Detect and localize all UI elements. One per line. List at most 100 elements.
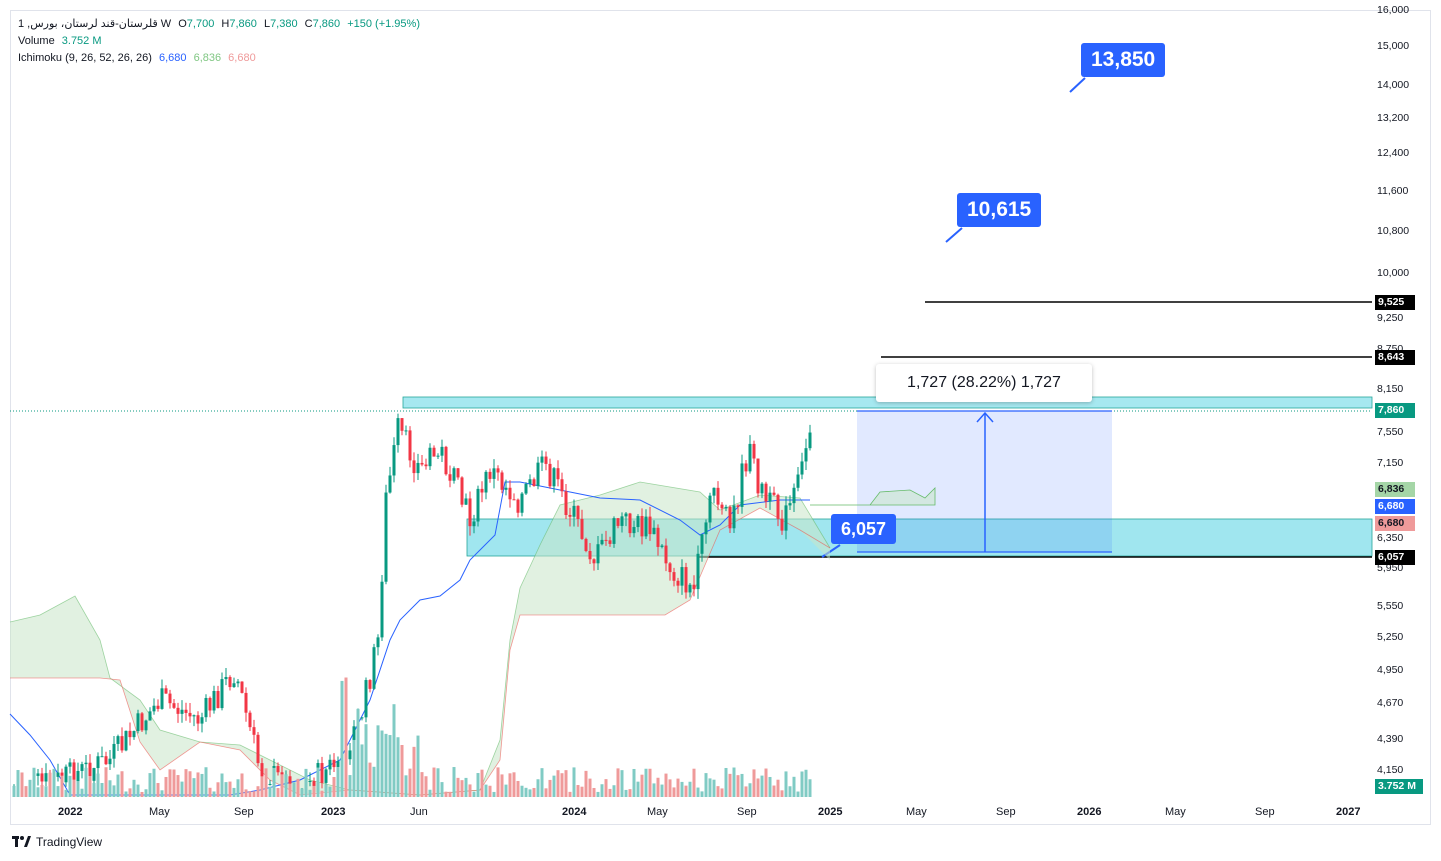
candle-body [136,713,140,732]
volume-bar [600,784,604,797]
price-tag-span-b[interactable]: 6,680 [1375,516,1415,531]
volume-bar [108,780,112,797]
volume-bar [292,782,296,797]
volume-value: 3.752 M [61,35,102,47]
volume-bar [576,785,580,797]
volume-bar [360,744,364,797]
candle-body [520,493,524,513]
candle-body [704,522,708,535]
candle-body [656,527,660,547]
candle-body [480,488,484,493]
volume-bar [12,785,16,797]
volume-bar [468,784,472,797]
target-1-badge[interactable]: 13,850 [1081,43,1166,77]
volume-bar [68,775,72,797]
ichimoku-span-b [10,507,831,796]
volume-bar [772,785,776,797]
volume-bar [620,770,624,797]
candle-body [72,762,76,789]
volume-bar [304,768,308,797]
candle-body [528,479,532,484]
candle-body [56,772,60,777]
target-2-badge[interactable]: 10,615 [957,193,1042,227]
candle-body [180,709,184,714]
price-tag-6057[interactable]: 6,057 [1375,550,1415,565]
volume-bar [232,787,236,797]
volume-bar [404,775,408,797]
ichimoku-base-line [9,481,810,796]
candle-body [488,471,492,479]
time-label: May [906,806,927,818]
price-axis-label: 13,200 [1377,112,1410,124]
volume-bar [244,789,248,797]
volume-bar [92,783,96,797]
candle-body [196,715,200,724]
volume-bar [760,775,764,797]
legend-row-symbol: 1 ,قلرستان-قند لرستان، بورس W O7,700 H7,… [18,17,420,31]
volume-bar [708,778,712,797]
volume-bar [472,791,476,797]
volume-bar [520,785,524,797]
legend-row-volume[interactable]: Volume 3.752 M [18,34,102,48]
candle-body [352,726,356,751]
support-badge[interactable]: 6,057 [831,514,897,544]
candle-body [256,734,260,764]
volume-bar [428,789,432,797]
symbol-name[interactable]: 1 ,قلرستان-قند لرستان، بورس W [18,18,172,30]
candle-body [500,472,504,490]
volume-bar [20,772,24,797]
candle-body [708,495,712,523]
candle-body [308,780,312,782]
volume-bar [80,788,84,797]
volume-bars [12,677,812,797]
candle-body [80,764,84,771]
candle-body [276,766,280,773]
volume-bar [76,781,80,797]
candle-body [756,458,760,494]
volume-bar [88,775,92,797]
candle-body [544,456,548,464]
candle-body [188,712,192,717]
volume-bar [368,762,372,797]
candle-body [516,499,520,513]
candle-body [540,456,544,463]
volume-bar [692,768,696,797]
volume-bar [508,773,512,797]
price-axis-label: 5,550 [1377,600,1404,612]
volume-bar [200,773,204,797]
candle-body [784,505,788,531]
volume-bar [564,770,568,797]
candle-body [596,544,600,564]
volume-bar [72,779,76,797]
price-tag-span-a[interactable]: 6,836 [1375,482,1415,497]
volume-tag[interactable]: 3.752 M [1375,779,1423,794]
volume-bar [476,773,480,797]
legend-row-ichimoku[interactable]: Ichimoku (9, 26, 52, 26, 26) 6,680 6,836… [18,51,256,65]
volume-bar [504,784,508,797]
measure-label[interactable]: 1,727 (28.22%) 1,727 [876,364,1092,402]
volume-bar [748,783,752,797]
price-axis-label: 7,150 [1377,457,1404,469]
candle-body [408,430,412,461]
volume-bar [568,791,572,797]
tradingview-logo[interactable]: TradingView [12,835,102,849]
chart-frame[interactable] [10,10,1431,825]
volume-bar [60,775,64,797]
candle-body [128,730,132,738]
time-label: May [647,806,668,818]
volume-bar [744,786,748,797]
candle-body [372,647,376,689]
volume-bar [416,735,420,797]
volume-label: Volume [18,35,55,47]
candle-body [740,463,744,507]
volume-bar [324,784,328,797]
price-tag-9525[interactable]: 9,525 [1375,295,1415,310]
candle-body [240,681,244,693]
price-tag-base-line[interactable]: 6,680 [1375,499,1415,514]
price-tag-8643[interactable]: 8,643 [1375,350,1415,365]
volume-bar [372,766,376,797]
volume-bar [424,776,428,797]
volume-bar [800,771,804,797]
price-tag-last[interactable]: 7,860 [1375,403,1415,418]
